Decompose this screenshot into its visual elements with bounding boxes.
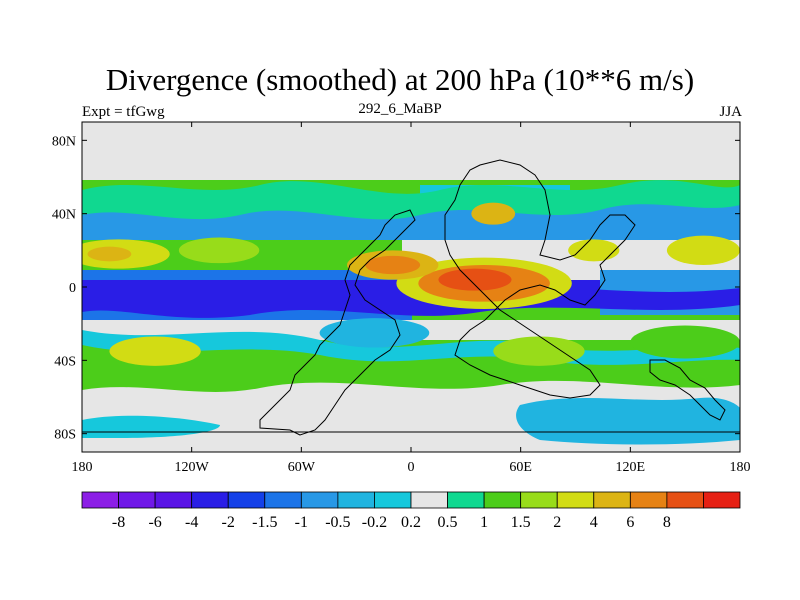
colorbar-swatch-12	[520, 491, 558, 509]
colorbar-label-11: 1.5	[511, 514, 531, 531]
colorbar-swatch-2	[154, 491, 193, 509]
colorbar-swatch-13	[556, 491, 595, 509]
colorbar-label-15: 8	[663, 514, 671, 531]
field-anomaly-8	[666, 235, 740, 265]
y-tick-label-0: 80N	[52, 134, 76, 149]
colorbar-label-2: -4	[185, 514, 198, 531]
x-tick-label-0: 180	[72, 460, 93, 475]
y-tick-label-4: 80S	[54, 428, 76, 443]
colorbar-label-0: -8	[112, 514, 125, 531]
y-tick-label-3: 40S	[54, 354, 76, 369]
field-anomaly-13	[630, 325, 740, 359]
x-tick-label-1: 120W	[175, 460, 210, 475]
experiment-label: Expt = tfGwg	[82, 104, 165, 120]
jet-stream-north	[82, 180, 740, 220]
colorbar-label-1: -6	[148, 514, 161, 531]
colorbar-label-13: 4	[590, 514, 598, 531]
colorbar-swatch-0	[81, 491, 119, 509]
colorbar-label-8: 0.2	[401, 514, 421, 531]
colorbar-swatch-16	[666, 491, 704, 509]
band-north-polar	[82, 122, 740, 180]
colorbar-swatch-17	[703, 491, 741, 509]
colorbar-label-5: -1	[295, 514, 308, 531]
colorbar-label-7: -0.2	[362, 514, 387, 531]
colorbar-swatch-4	[227, 491, 266, 509]
season-label: JJA	[719, 104, 742, 120]
colorbar-swatch-11	[483, 491, 522, 509]
field-anomaly-12	[109, 336, 201, 366]
field-anomaly-5	[438, 268, 512, 291]
colorbar-swatch-8	[374, 491, 412, 509]
colorbar-swatch-1	[118, 491, 156, 509]
colorbar-label-10: 1	[480, 514, 488, 531]
colorbar-swatch-15	[629, 491, 668, 509]
x-tick-label-3: 0	[408, 460, 415, 475]
y-tick-label-2: 0	[69, 281, 76, 296]
colorbar-label-3: -2	[222, 514, 235, 531]
field-anomaly-10	[568, 239, 620, 262]
colorbar-swatch-3	[191, 491, 229, 509]
colorbar-label-6: -0.5	[325, 514, 350, 531]
colorbar-swatch-10	[447, 491, 485, 509]
y-tick-label-1: 40N	[52, 208, 76, 223]
colorbar-swatch-14	[593, 491, 631, 509]
field-anomaly-9	[471, 202, 516, 225]
chart-title: Divergence (smoothed) at 200 hPa (10**6 …	[105, 62, 695, 97]
colorbar-label-9: 0.5	[438, 514, 458, 531]
colorbar-swatch-7	[337, 491, 375, 509]
colorbar-label-12: 2	[553, 514, 561, 531]
coastline-africa-eurasia	[444, 159, 636, 399]
x-tick-label-5: 120E	[616, 460, 646, 475]
run-label: 292_6_MaBP	[358, 101, 442, 117]
colorbar-swatch-5	[264, 491, 302, 509]
colorbar-swatch-9	[410, 491, 448, 509]
field-anomaly-14	[493, 336, 585, 366]
colorbar-label-4: -1.5	[252, 514, 277, 531]
field-anomaly-7	[365, 255, 421, 275]
x-tick-label-6: 180	[730, 460, 751, 475]
coastline-americas	[259, 209, 416, 436]
field-anomaly-1	[87, 246, 132, 262]
field-anomaly-11	[319, 318, 430, 348]
antarctic-cyan	[516, 397, 740, 445]
x-tick-label-2: 60W	[288, 460, 316, 475]
colorbar-swatch-6	[300, 491, 339, 509]
x-tick-label-4: 60E	[509, 460, 532, 475]
field-anomaly-2	[178, 237, 260, 264]
coastline-australia	[649, 359, 726, 421]
colorbar-label-14: 6	[626, 514, 634, 531]
equatorial-trough	[82, 280, 740, 318]
